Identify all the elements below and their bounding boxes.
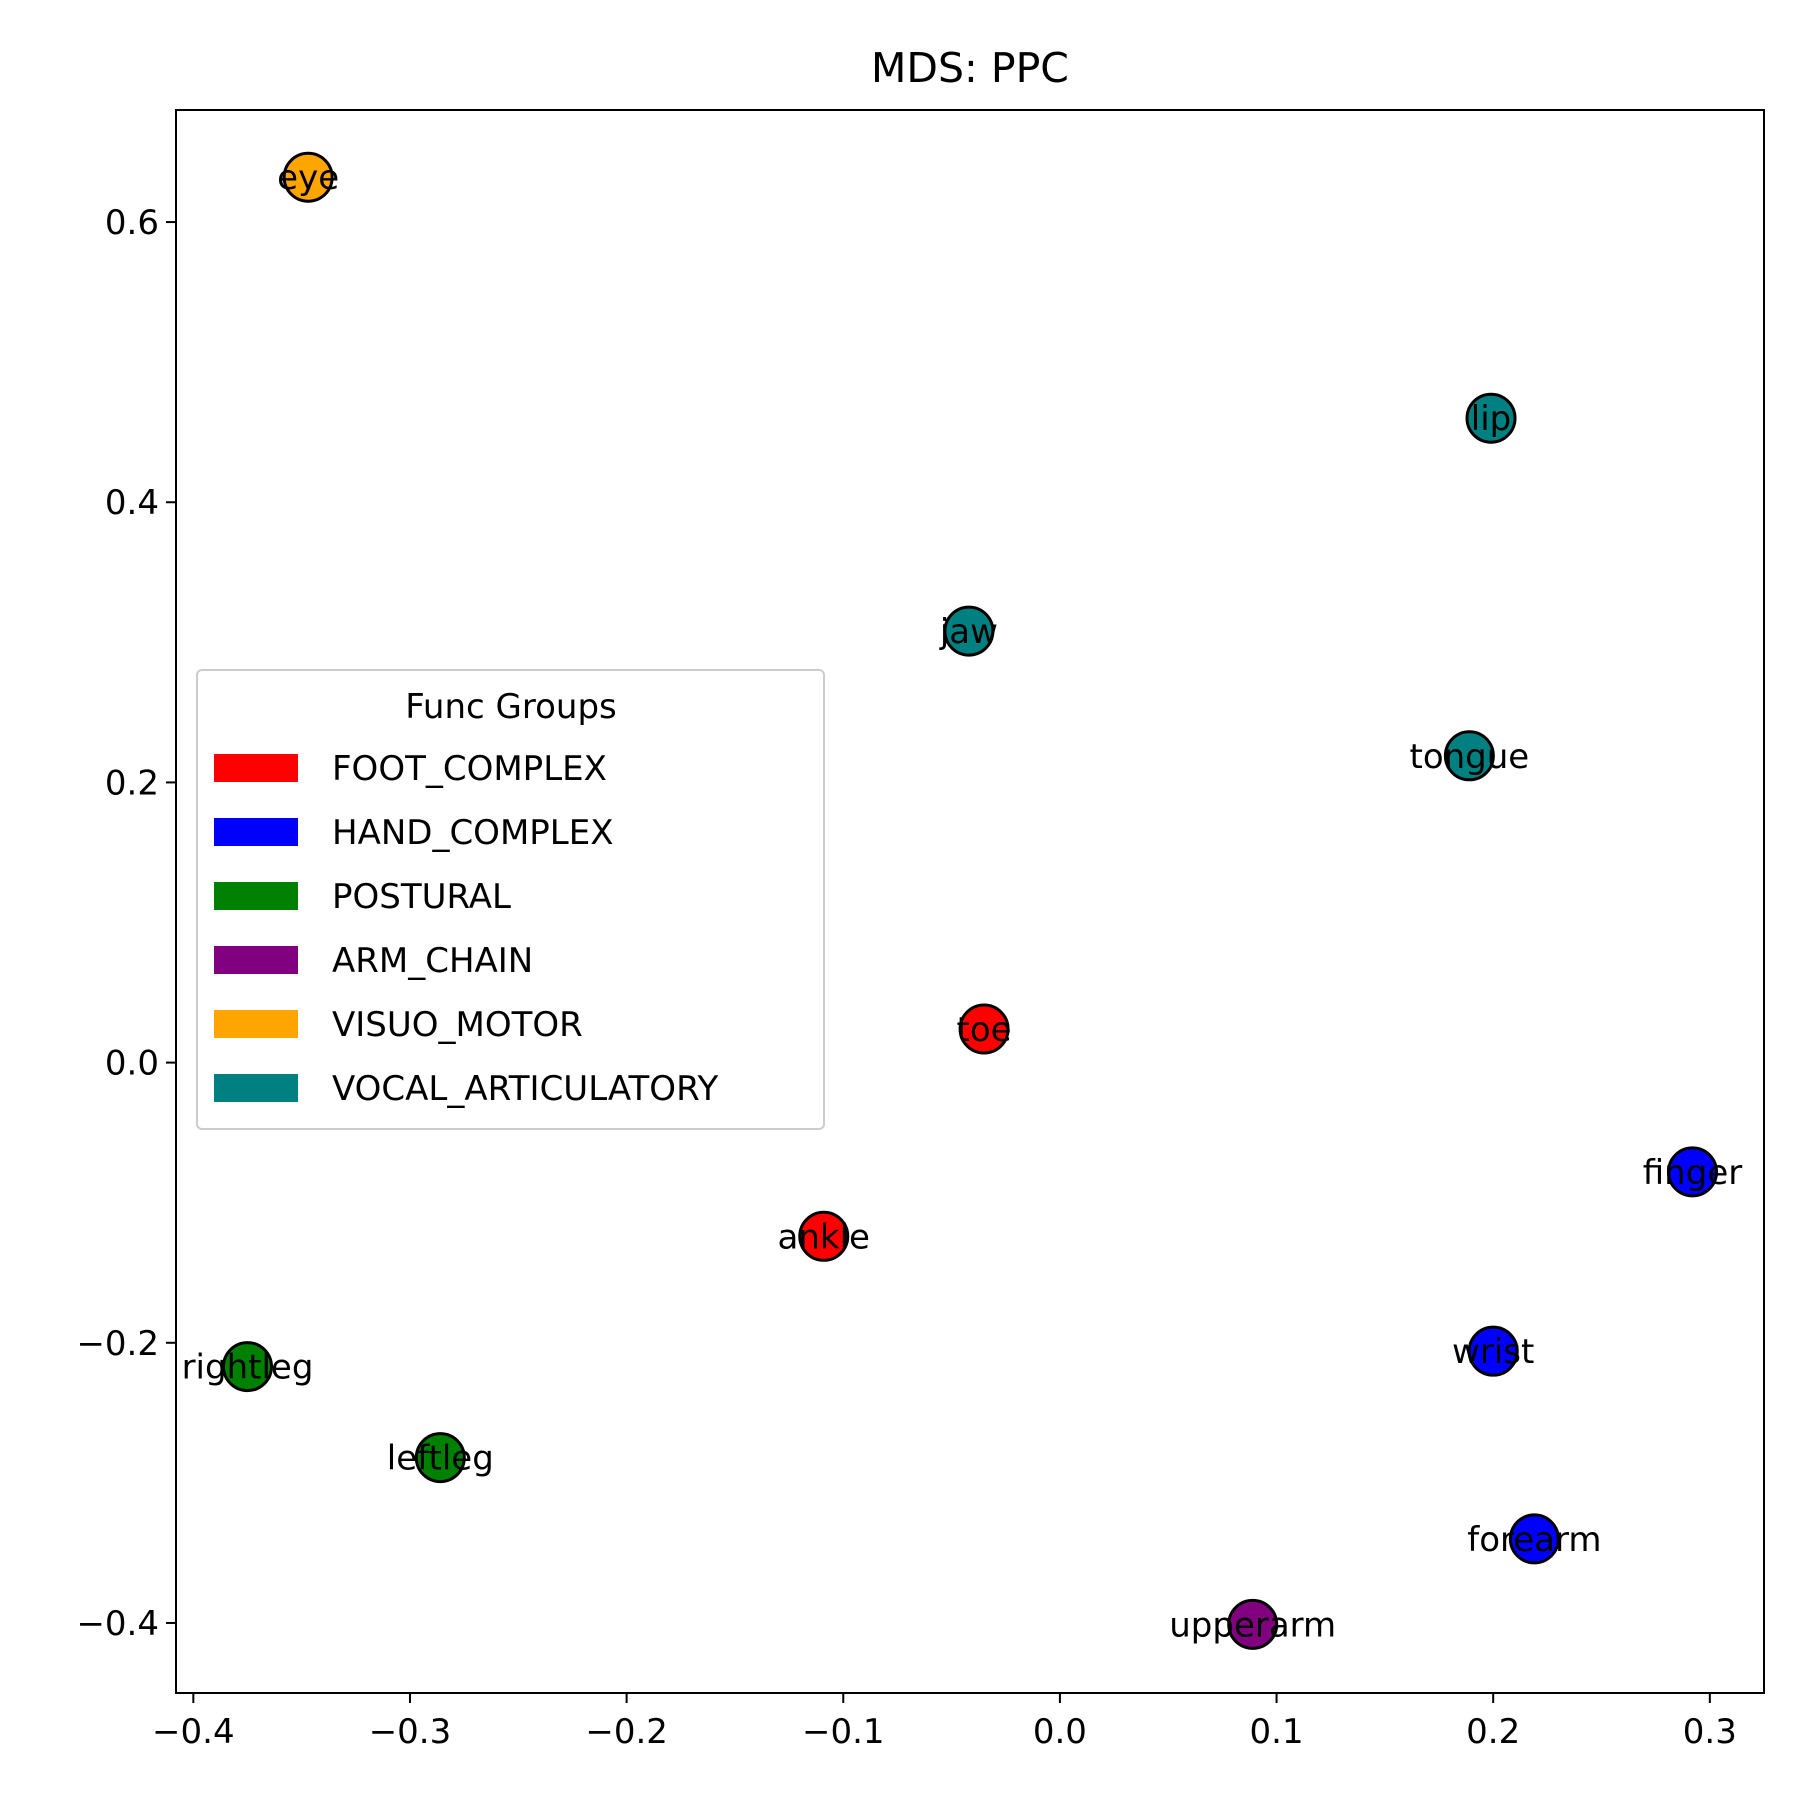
x-tick-label: −0.2	[585, 1712, 668, 1752]
x-tick-label: 0.1	[1250, 1712, 1304, 1752]
data-point-jaw	[943, 605, 995, 657]
point-label-toe: toe	[957, 1010, 1012, 1050]
legend-entry-label: FOOT_COMPLEX	[332, 749, 607, 789]
x-tick-label: 0.2	[1466, 1712, 1520, 1752]
data-point-toe	[958, 1003, 1010, 1055]
point-label-eye: eye	[277, 158, 339, 198]
legend-entry-label: VOCAL_ARTICULATORY	[332, 1069, 719, 1109]
data-point-upperarm	[1227, 1598, 1279, 1650]
data-point-tongue	[1443, 730, 1495, 782]
data-point-forearm	[1508, 1513, 1560, 1565]
x-tick-label: −0.1	[802, 1712, 885, 1752]
point-label-wrist: wrist	[1452, 1332, 1534, 1372]
point-label-ankle: ankle	[778, 1217, 870, 1257]
data-point-rightleg	[221, 1341, 273, 1393]
point-label-rightleg: rightleg	[182, 1348, 314, 1388]
data-point-leftleg	[414, 1432, 466, 1484]
point-labels-layer: eye lip jaw tongue toe finger ankle wrist rightl…	[182, 158, 1743, 1645]
points-layer	[221, 151, 1719, 1650]
legend: Func Groups FOOT_COMPLEX HAND_COMPLEX POST…	[196, 669, 825, 1130]
point-label-tongue: tongue	[1409, 737, 1529, 777]
y-axis: −0.4 −0.2 0.0 0.2 0.4 0.6	[76, 203, 176, 1644]
x-tick-label: 0.0	[1033, 1712, 1087, 1752]
data-point-finger	[1667, 1146, 1719, 1198]
legend-swatch	[214, 882, 298, 910]
x-axis: −0.4 −0.3 −0.2 −0.1 0.0 0.1 0.2 0.3	[152, 1693, 1737, 1752]
legend-box	[196, 669, 825, 1130]
x-tick-label: −0.4	[152, 1712, 235, 1752]
x-tick-label: 0.3	[1683, 1712, 1737, 1752]
point-label-leftleg: leftleg	[387, 1439, 494, 1479]
legend-entry-label: VISUO_MOTOR	[332, 1005, 583, 1045]
data-point-ankle	[798, 1210, 850, 1262]
y-tick-label: 0.2	[105, 763, 159, 803]
legend-entry-label: ARM_CHAIN	[332, 941, 533, 981]
legend-swatch	[214, 754, 298, 782]
legend-swatch	[214, 946, 298, 974]
data-point-lip	[1465, 392, 1517, 444]
point-label-jaw: jaw	[939, 612, 998, 652]
legend-swatch	[214, 1074, 298, 1102]
point-label-upperarm: upperarm	[1169, 1605, 1336, 1645]
legend-title: Func Groups	[405, 687, 617, 727]
chart-title: MDS: PPC	[871, 44, 1069, 92]
point-label-forearm: forearm	[1467, 1520, 1601, 1560]
legend-swatch	[214, 1010, 298, 1038]
x-tick-label: −0.3	[369, 1712, 452, 1752]
point-label-lip: lip	[1471, 399, 1511, 439]
data-point-wrist	[1467, 1325, 1519, 1377]
y-tick-label: −0.4	[76, 1604, 159, 1644]
legend-entry-label: HAND_COMPLEX	[332, 813, 614, 853]
data-point-eye	[282, 151, 334, 203]
legend-swatch	[214, 818, 298, 846]
y-tick-label: 0.0	[105, 1044, 159, 1084]
plot-area-frame	[175, 109, 1765, 1694]
point-label-finger: finger	[1643, 1153, 1742, 1193]
y-tick-label: −0.2	[76, 1324, 159, 1364]
y-tick-label: 0.6	[105, 203, 159, 243]
legend-entry-label: POSTURAL	[332, 877, 511, 917]
y-tick-label: 0.4	[105, 483, 159, 523]
legend-entries: FOOT_COMPLEX HAND_COMPLEX POSTURAL ARM_CHAI…	[214, 749, 719, 1109]
